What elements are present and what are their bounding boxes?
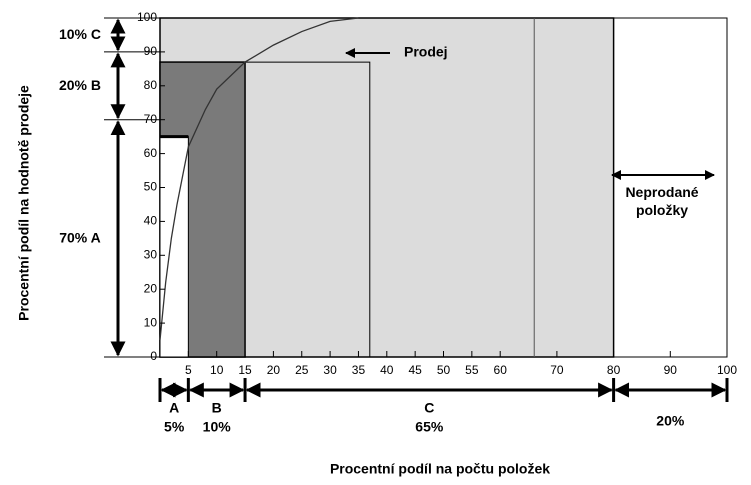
series-label: Prodej — [404, 44, 448, 60]
x-segment-name: C — [424, 400, 434, 416]
y-segment-label: 70% A — [59, 229, 101, 245]
y-segment-label: 10% C — [59, 26, 101, 42]
y-tick-label: 0 — [150, 349, 157, 363]
x-tick-label: 10 — [210, 363, 224, 377]
y-segment-value: 20% — [59, 77, 88, 93]
unsold-label: Neprodané položky — [625, 184, 699, 218]
x-segment-label: 5% — [164, 419, 185, 435]
y-axis-title: Procentní podíl na hodnotě prodeje — [16, 85, 32, 321]
x-tick-label: 25 — [295, 363, 309, 377]
y-segment-value: 10% — [59, 26, 88, 42]
x-segment-name: A — [169, 400, 179, 416]
x-segment-name: B — [212, 400, 222, 416]
y-tick-label: 70 — [144, 112, 158, 126]
x-tick-label: 50 — [437, 363, 451, 377]
x-segment-label: 10% — [203, 419, 232, 435]
y-tick-label: 10 — [144, 315, 158, 329]
x-tick-label: 60 — [494, 363, 508, 377]
x-tick-label: 100 — [717, 363, 737, 377]
y-tick-label: 40 — [144, 214, 158, 228]
x-tick-label: 5 — [185, 363, 192, 377]
x-tick-label: 40 — [380, 363, 394, 377]
x-segment-label: 20% — [656, 413, 685, 429]
x-tick-label: 15 — [238, 363, 252, 377]
x-tick-label: 55 — [465, 363, 479, 377]
x-tick-label: 20 — [267, 363, 281, 377]
x-tick-label: 70 — [550, 363, 564, 377]
y-segment-name: B — [91, 77, 101, 93]
x-axis-title: Procentní podíl na počtu položek — [330, 461, 550, 477]
y-segment-label: 20% B — [59, 77, 101, 93]
sales-curve — [159, 17, 359, 341]
y-segment-value: 70% — [59, 229, 88, 245]
x-tick-label: 30 — [323, 363, 337, 377]
y-tick-label: 80 — [144, 78, 158, 92]
y-segment-name: C — [91, 26, 101, 42]
y-tick-label: 50 — [144, 180, 158, 194]
x-tick-label: 90 — [664, 363, 678, 377]
y-tick-label: 60 — [144, 146, 158, 160]
y-segment-name: A — [91, 229, 101, 245]
x-tick-label: 45 — [408, 363, 422, 377]
y-tick-label: 30 — [144, 247, 158, 261]
x-tick-label: 35 — [352, 363, 366, 377]
y-tick-label: 20 — [144, 281, 158, 295]
x-segment-label: 65% — [415, 419, 444, 435]
y-tick-label: 90 — [144, 44, 158, 58]
box-outline — [245, 61, 371, 357]
y-tick-label: 100 — [137, 10, 157, 24]
x-tick-label: 80 — [607, 363, 621, 377]
